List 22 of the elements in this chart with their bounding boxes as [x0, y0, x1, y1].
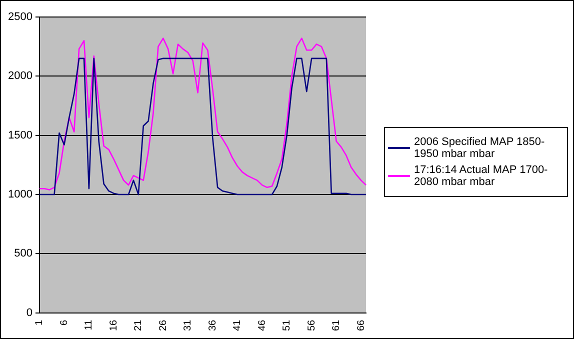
- y-tick-label: 2000: [8, 70, 32, 82]
- y-tick-label: 0: [26, 306, 32, 319]
- x-tick-label: 61: [331, 319, 342, 331]
- x-tick-label: 26: [158, 319, 169, 331]
- legend-label: 17:16:14 Actual MAP 1700-2080 mbar mbar: [414, 164, 549, 188]
- x-tick-label: 41: [232, 319, 244, 331]
- x-tick-label: 46: [256, 319, 268, 331]
- x-tick-label: 11: [84, 319, 95, 330]
- y-tick-label: 500: [14, 248, 32, 260]
- x-tick-label: 6: [58, 319, 70, 326]
- x-tick-label: 56: [306, 319, 318, 331]
- y-tick-label: 2500: [8, 11, 32, 24]
- x-tick-label: 36: [207, 319, 218, 331]
- x-tick-label: 21: [133, 319, 144, 331]
- x-tick-label: 31: [182, 319, 194, 331]
- x-tick-label: 16: [108, 319, 120, 331]
- x-tick-label: 51: [282, 319, 293, 331]
- x-tick-label: 1: [34, 319, 46, 326]
- x-tick-label: 66: [356, 319, 367, 331]
- y-tick-label: 1500: [8, 129, 32, 142]
- y-tick-label: 1000: [8, 188, 32, 201]
- legend-label: 2006 Specified MAP 1850-1950 mbar mbar: [414, 136, 546, 160]
